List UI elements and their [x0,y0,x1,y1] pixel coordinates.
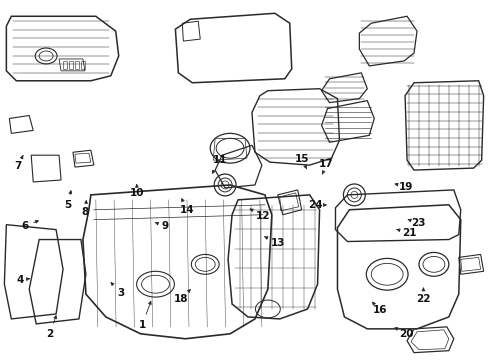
Text: 22: 22 [415,288,430,303]
Text: 23: 23 [407,218,425,228]
Text: 14: 14 [180,199,195,215]
Text: 19: 19 [394,182,412,192]
Text: 11: 11 [212,156,227,173]
Text: 15: 15 [294,154,308,169]
Text: 21: 21 [396,228,416,238]
Text: 9: 9 [155,221,168,231]
Text: 13: 13 [264,237,284,248]
Text: 6: 6 [21,221,38,231]
Text: 12: 12 [249,209,270,221]
Text: 1: 1 [139,301,151,330]
Text: 2: 2 [46,316,57,339]
Text: 5: 5 [64,191,72,210]
Text: 18: 18 [174,289,190,303]
Text: 7: 7 [14,156,23,171]
Text: 4: 4 [16,275,29,285]
Text: 20: 20 [394,328,412,339]
Text: 3: 3 [111,283,124,297]
Text: 8: 8 [81,201,88,217]
Text: 17: 17 [318,159,333,174]
Text: 16: 16 [372,302,386,315]
Text: 24: 24 [307,200,325,210]
Text: 10: 10 [130,184,144,198]
